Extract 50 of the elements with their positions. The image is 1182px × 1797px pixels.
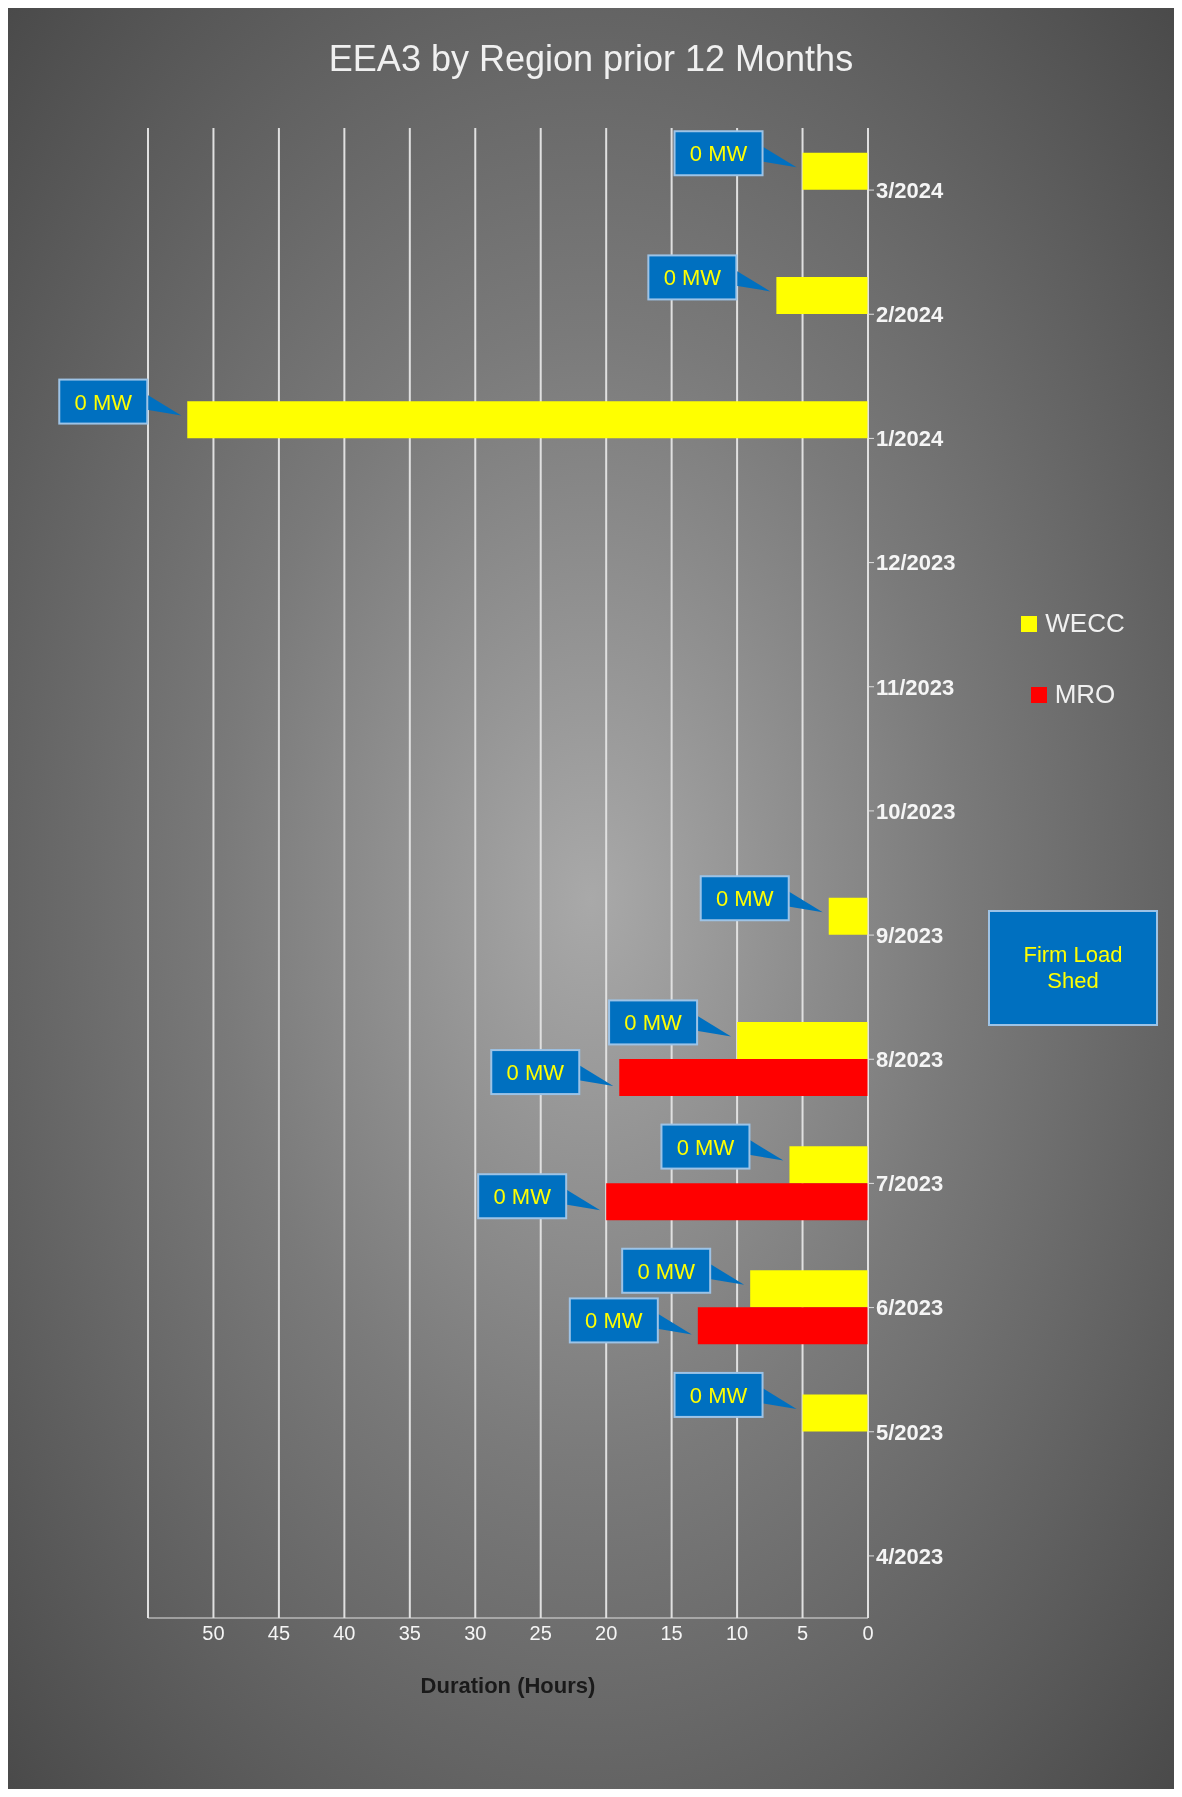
y-tick-label: 7/2023 bbox=[876, 1171, 944, 1197]
y-tick-label: 3/2024 bbox=[876, 177, 945, 203]
legend-label: MRO bbox=[1054, 679, 1116, 710]
annotation: 0 MW bbox=[74, 389, 133, 415]
y-tick-label: 12/2023 bbox=[876, 550, 956, 576]
bar bbox=[776, 277, 868, 314]
y-tick-label: 2/2024 bbox=[876, 302, 945, 328]
y-tick-label: 8/2023 bbox=[876, 1047, 944, 1073]
x-tick-label: 35 bbox=[398, 1622, 421, 1645]
x-tick-label: 50 bbox=[202, 1622, 225, 1645]
bar bbox=[697, 1307, 868, 1345]
bar bbox=[750, 1270, 868, 1308]
y-tick-label: 4/2023 bbox=[876, 1543, 944, 1569]
legend-label: WECC bbox=[1045, 608, 1125, 639]
bar bbox=[789, 1146, 868, 1184]
x-tick-label: 40 bbox=[333, 1622, 356, 1645]
bar bbox=[802, 152, 868, 190]
bar bbox=[737, 1022, 868, 1059]
x-axis-title: Duration (Hours) bbox=[420, 1673, 596, 1698]
chart-title: EEA3 by Region prior 12 Months bbox=[327, 37, 855, 81]
bar bbox=[606, 1183, 868, 1221]
annotation: 0 MW bbox=[506, 1060, 565, 1086]
y-tick-label: 9/2023 bbox=[876, 922, 944, 948]
y-tick-label: 1/2024 bbox=[876, 426, 945, 452]
x-tick-label: 0 bbox=[862, 1622, 874, 1645]
x-tick-label: 20 bbox=[595, 1622, 618, 1645]
annotation: 0 MW bbox=[689, 1382, 748, 1408]
y-tick-label: 11/2023 bbox=[876, 674, 955, 700]
annotation: 0 MW bbox=[585, 1308, 643, 1334]
bar bbox=[828, 897, 868, 935]
annotation: 0 MW bbox=[663, 265, 722, 291]
annotation: 0 MW bbox=[676, 1134, 735, 1160]
annotation: 0 MW bbox=[637, 1258, 696, 1284]
x-tick-label: 45 bbox=[267, 1622, 291, 1645]
annotation: 0 MW bbox=[493, 1184, 552, 1210]
x-tick-label: 30 bbox=[464, 1622, 487, 1645]
bar bbox=[619, 1059, 868, 1096]
bar bbox=[802, 1394, 868, 1432]
y-tick-label: 10/2023 bbox=[876, 798, 956, 824]
x-tick-label: 10 bbox=[725, 1622, 749, 1645]
y-tick-label: 5/2023 bbox=[876, 1419, 944, 1445]
x-tick-label: 25 bbox=[529, 1622, 552, 1645]
x-tick-label: 15 bbox=[660, 1622, 683, 1645]
text: Firm Load Shed bbox=[988, 910, 1158, 1026]
annotation: 0 MW bbox=[689, 141, 748, 167]
annotation: 0 MW bbox=[624, 1010, 683, 1036]
bar bbox=[187, 401, 868, 439]
y-tick-label: 6/2023 bbox=[876, 1295, 944, 1321]
annotation: 0 MW bbox=[716, 886, 774, 912]
x-tick-label: 5 bbox=[796, 1622, 809, 1645]
